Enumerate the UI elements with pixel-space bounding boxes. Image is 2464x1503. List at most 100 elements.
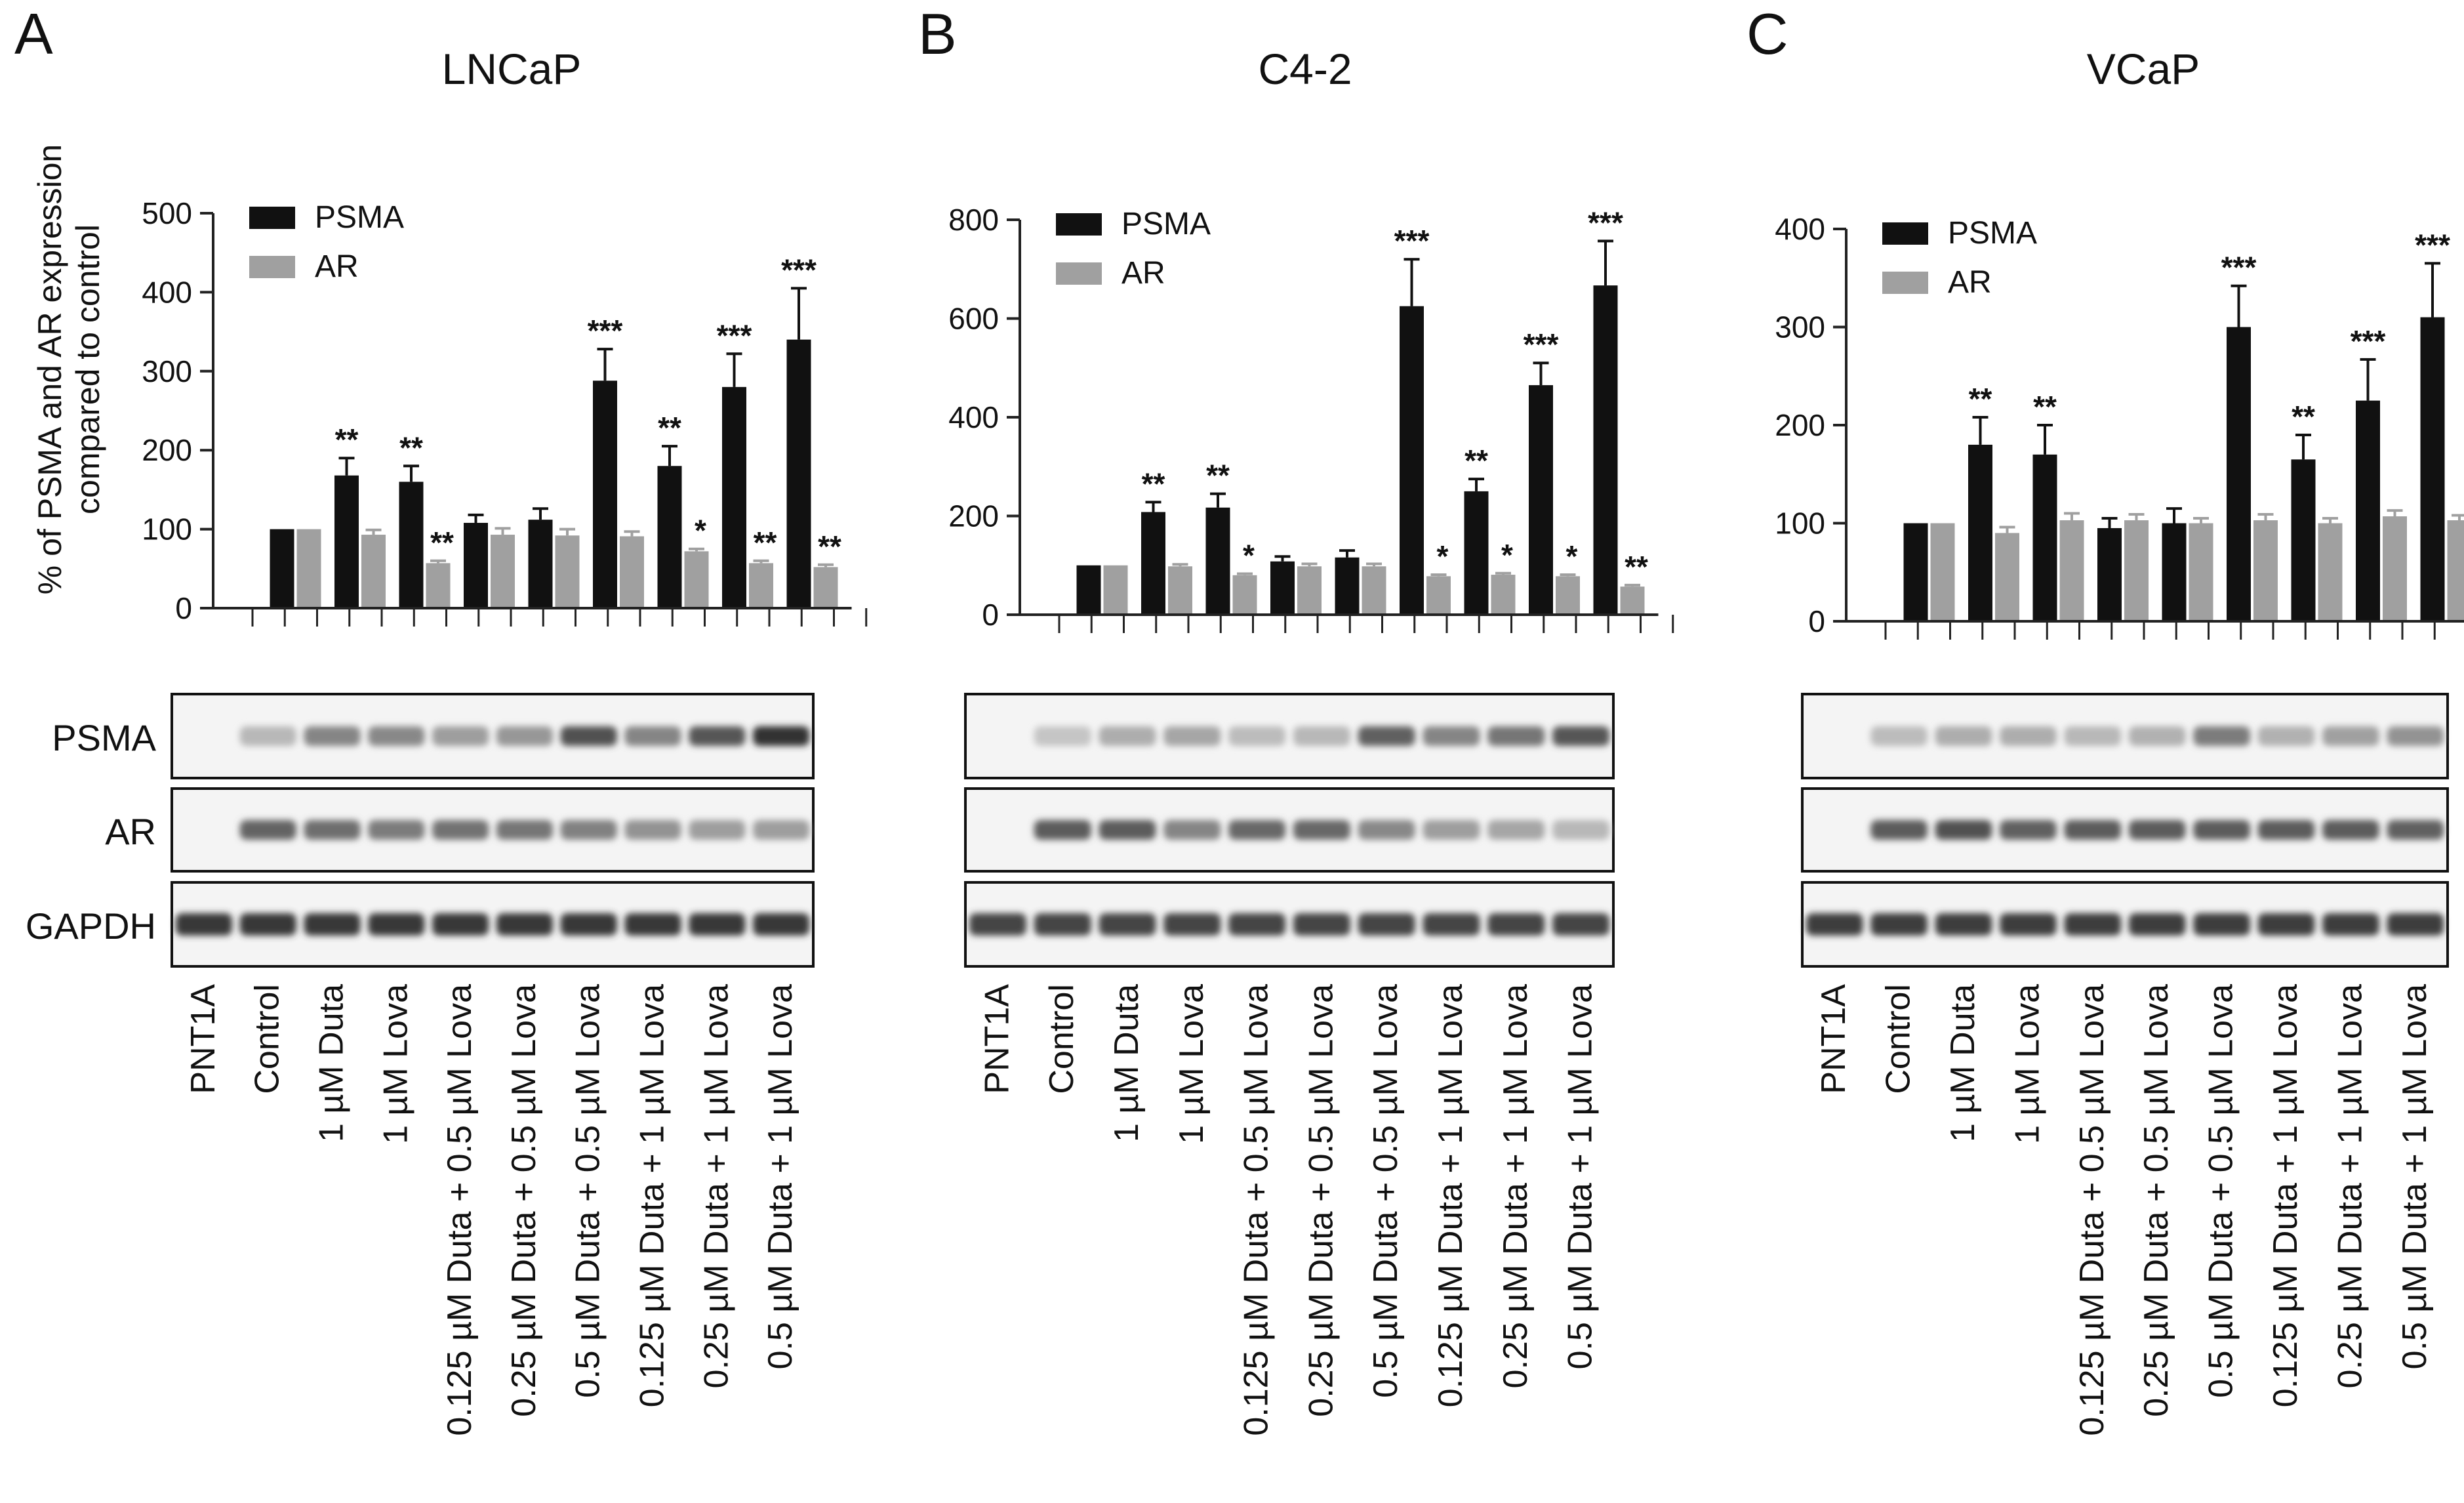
blot-strip-ar	[171, 787, 815, 873]
significance-label: ***	[2221, 251, 2257, 285]
blot-band	[2193, 726, 2250, 746]
blot-band	[624, 913, 681, 936]
bar-psma-0-5-um-duta-1-um-lova	[786, 339, 811, 608]
y-tick-label: 100	[1775, 506, 1825, 541]
blot-band	[1870, 913, 1928, 936]
bar-psma-0-125-um-duta-0-5-um-lova	[2097, 527, 2122, 621]
blot-band	[689, 913, 746, 936]
bar-psma-1-um-lova	[2032, 454, 2057, 621]
blot-band	[1552, 820, 1610, 840]
lane-label-0-25-um-duta-1-um-lova: 0.25 µM Duta + 1 µM Lova	[2331, 984, 2369, 1388]
significance-label: **	[1625, 550, 1648, 584]
lane-label-0-5-um-duta-1-um-lova: 0.5 µM Duta + 1 µM Lova	[1562, 984, 1600, 1369]
legend-swatch-ar	[1882, 272, 1928, 294]
bar-psma-0-25-um-duta-1-um-lova	[2356, 400, 2380, 621]
y-tick-label: 200	[142, 433, 192, 467]
panel-letter-a: A	[14, 1, 53, 66]
significance-label: ***	[717, 318, 752, 352]
significance-label: ***	[2351, 324, 2386, 358]
y-tick-label: 300	[142, 354, 192, 388]
blot-band	[753, 913, 810, 936]
bar-psma-0-25-um-duta-1-um-lova	[1529, 385, 1553, 615]
y-tick-label: 500	[142, 196, 192, 230]
significance-label: **	[2292, 400, 2315, 434]
lane-label-0-125-um-duta-1-um-lova: 0.125 µM Duta + 1 µM Lova	[1432, 984, 1470, 1407]
bar-psma-control	[1076, 565, 1101, 615]
y-tick-label: 0	[1808, 604, 1825, 638]
bar-psma-0-125-um-duta-0-5-um-lova	[464, 522, 488, 608]
blot-band	[1228, 820, 1286, 840]
blot-band	[496, 913, 553, 936]
blot-band	[304, 913, 361, 936]
blot-band	[1163, 913, 1221, 936]
bar-psma-0-25-um-duta-0-5-um-lova	[528, 520, 553, 608]
blot-band	[969, 913, 1026, 936]
blot-label-gapdh: GAPDH	[26, 905, 156, 947]
legend-swatch-ar	[249, 256, 295, 278]
lane-label-0-125-um-duta-1-um-lova: 0.125 µM Duta + 1 µM Lova	[634, 984, 672, 1407]
bar-psma-0-5-um-duta-0-5-um-lova	[1400, 306, 1424, 615]
blot-band	[432, 820, 489, 840]
blot-band	[2064, 820, 2122, 840]
blot-band	[1034, 820, 1091, 840]
bar-ar-0-125-um-duta-1-um-lova	[1491, 575, 1516, 615]
blot-band	[2000, 726, 2057, 746]
blot-band	[368, 820, 425, 840]
legend-swatch-ar	[1056, 262, 1102, 285]
blot-band	[1293, 820, 1350, 840]
blot-band	[2387, 820, 2444, 840]
lane-label-1-um-lova: 1 µM Lova	[2008, 984, 2046, 1144]
lane-label-0-25-um-duta-0-5-um-lova: 0.25 µM Duta + 0.5 µM Lova	[1302, 984, 1340, 1417]
bar-ar-0-25-um-duta-0-5-um-lova	[555, 535, 580, 608]
blot-strip-gapdh	[964, 881, 1615, 968]
significance-label: **	[1142, 466, 1165, 501]
blot-band	[2128, 820, 2186, 840]
significance-label: ***	[2415, 228, 2450, 262]
bar-ar-1-um-duta	[361, 535, 386, 608]
bar-ar-1-um-lova	[426, 563, 451, 608]
significance-label: **	[1206, 459, 1230, 493]
lane-label-1-um-duta: 1 µM Duta	[313, 984, 351, 1142]
bar-psma-0-25-um-duta-0-5-um-lova	[1335, 557, 1360, 615]
blot-band	[239, 726, 296, 746]
significance-label: ***	[781, 253, 817, 287]
lane-label-control: Control	[1880, 984, 1918, 1094]
blot-band	[1099, 820, 1156, 840]
blot-strip-psma	[964, 693, 1615, 779]
blot-band	[2257, 820, 2315, 840]
bar-ar-0-125-um-duta-0-5-um-lova	[2124, 520, 2149, 621]
blot-band	[1935, 820, 1992, 840]
blot-band	[1423, 726, 1480, 746]
blot-band	[1487, 820, 1545, 840]
bar-ar-0-25-um-duta-0-5-um-lova	[1362, 566, 1386, 615]
blot-band	[1163, 820, 1221, 840]
bar-ar-1-um-lova	[2059, 520, 2084, 621]
blot-band	[2193, 913, 2250, 936]
blot-band	[368, 726, 425, 746]
bar-ar-1-um-lova	[1232, 575, 1257, 615]
bar-psma-1-um-duta	[1968, 444, 1992, 621]
legend-label-psma: PSMA	[315, 200, 404, 235]
blot-band	[1293, 913, 1350, 936]
blot-band	[432, 913, 489, 936]
blot-band	[560, 913, 617, 936]
lane-label-1-um-duta: 1 µM Duta	[1108, 984, 1146, 1142]
y-tick-label: 800	[948, 203, 999, 237]
blot-band	[1293, 726, 1350, 746]
blot-band	[496, 726, 553, 746]
significance-label: **	[430, 525, 454, 560]
bar-ar-1-um-duta	[1995, 533, 2019, 621]
y-tick-label: 200	[948, 499, 999, 533]
bar-ar-0-125-um-duta-0-5-um-lova	[491, 535, 515, 608]
blot-strip-ar	[1801, 787, 2449, 873]
significance-label: *	[695, 514, 706, 548]
lane-label-0-25-um-duta-1-um-lova: 0.25 µM Duta + 1 µM Lova	[1497, 984, 1535, 1388]
lane-label-0-5-um-duta-1-um-lova: 0.5 µM Duta + 1 µM Lova	[761, 984, 799, 1369]
legend-label-psma: PSMA	[1948, 216, 2037, 251]
blot-band	[624, 726, 681, 746]
chart-title-vcap: VCaP	[2087, 45, 2200, 93]
blot-band	[753, 726, 810, 746]
lane-label-0-5-um-duta-0-5-um-lova: 0.5 µM Duta + 0.5 µM Lova	[569, 984, 607, 1398]
significance-label: *	[1243, 539, 1255, 573]
